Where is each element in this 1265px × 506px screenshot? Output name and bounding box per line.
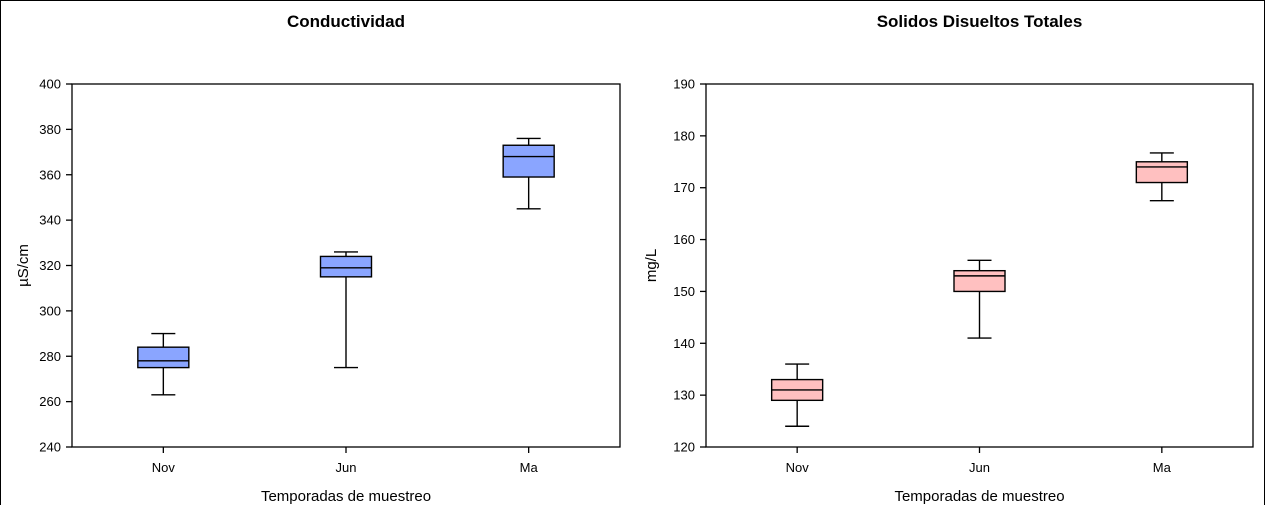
box-plot-ma [1135,152,1189,202]
box-iqr [502,144,555,178]
y-tick-label: 360 [39,167,61,182]
y-tick-label: 380 [39,122,61,137]
y-axis-label: mg/L [643,249,660,282]
y-axis-label: µS/cm [15,244,32,287]
y-tick-label: 340 [39,213,61,228]
x-axis-label: Temporadas de muestreo [261,488,431,505]
box-iqr [1135,161,1189,184]
y-tick-label: 160 [673,232,695,247]
chart-panel-2: Solidos Disueltos Totales 120 130 140 150 160… [643,12,1254,505]
x-tick-label: Nov [152,460,176,475]
y-tick-label: 240 [39,440,61,455]
box-plot-nov [770,363,824,427]
y-tick-label: 280 [39,349,61,364]
chart-title: Conductividad [287,12,405,31]
box-plot-jun [953,259,1006,339]
box-iqr [319,255,373,278]
x-tick-label: Ma [1153,460,1172,475]
box-iqr [953,269,1006,293]
chart-panel-1: Conductividad 240 260 280 300 320 340 360 380 400… [15,12,621,505]
x-tick-label: Jun [336,460,357,475]
y-tick-label: 150 [673,284,695,299]
y-tick-label: 190 [673,77,695,92]
box-plot-jun [319,251,373,369]
y-tick-label: 140 [673,336,695,351]
y-tick-label: 130 [673,388,695,403]
y-tick-label: 120 [673,440,695,455]
x-tick-label: Jun [969,460,990,475]
x-tick-label: Nov [786,460,810,475]
y-tick-label: 180 [673,128,695,143]
y-tick-label: 320 [39,258,61,273]
y-tick-label: 300 [39,303,61,318]
box-iqr [137,346,190,369]
y-tick-label: 260 [39,394,61,409]
x-tick-label: Ma [520,460,539,475]
box-plot-ma [502,137,555,210]
chart-title: Solidos Disueltos Totales [877,12,1083,31]
y-tick-label: 170 [673,180,695,195]
y-tick-label: 400 [39,77,61,92]
box-plot-nov [137,332,190,396]
x-axis-label: Temporadas de muestreo [894,488,1064,505]
